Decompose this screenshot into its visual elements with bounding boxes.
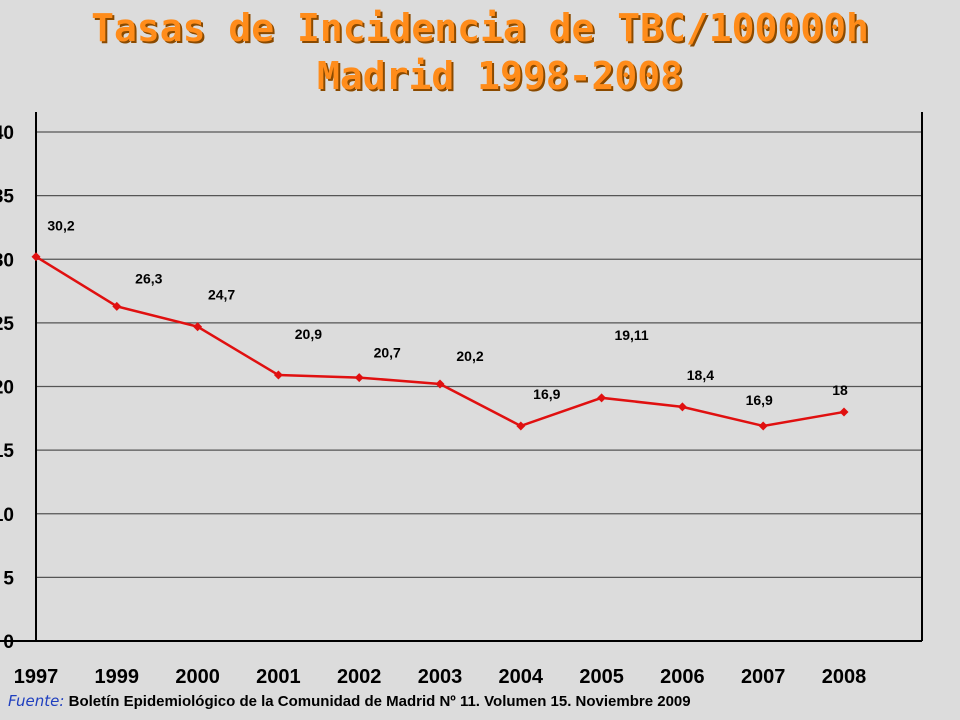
y-tick-label: 20 — [0, 378, 14, 399]
y-tick-label: 15 — [0, 441, 14, 462]
data-point — [677, 402, 687, 412]
data-point — [193, 322, 203, 332]
x-axis-ticks: 1997 1999 2000 2001 2002 2003 2004 2005 2006 2007… — [14, 666, 867, 688]
data-point — [758, 421, 768, 431]
data-label: 16,9 — [533, 386, 560, 402]
data-label: 20,2 — [456, 348, 483, 364]
series — [31, 252, 849, 431]
x-tick-label: 2008 — [822, 666, 867, 688]
line-chart: 0 5 10 15 20 25 30 35 40 1997 1999 2000 2001 2002 200… — [0, 112, 923, 688]
axes — [0, 112, 923, 642]
chart-title-line1: Tasas de Incidencia de TBC/100000h — [91, 6, 869, 50]
data-point — [354, 373, 364, 383]
x-tick-label: 2004 — [499, 666, 544, 688]
data-label: 19,11 — [614, 327, 648, 343]
data-point — [31, 252, 41, 262]
data-point — [273, 370, 283, 380]
data-label: 30,2 — [47, 218, 74, 234]
chart-title-line2: Madrid 1998-2008 — [316, 54, 684, 98]
x-tick-label: 1997 — [14, 666, 59, 688]
data-label: 18,4 — [687, 367, 714, 383]
x-tick-label: 2003 — [418, 666, 463, 688]
data-labels: 30,2 26,3 24,7 20,9 20,7 20,2 16,9 19,11 18,4 16,… — [47, 218, 848, 408]
data-label: 20,9 — [295, 326, 322, 342]
y-tick-label: 0 — [3, 632, 14, 653]
y-tick-label: 30 — [0, 250, 14, 271]
data-label: 26,3 — [135, 270, 162, 286]
chart-title: Tasas de Incidencia de TBC/100000h Madri… — [0, 4, 960, 100]
x-tick-label: 2007 — [741, 666, 786, 688]
data-label: 24,7 — [208, 287, 235, 303]
grid-lines — [36, 131, 922, 642]
source-text: Boletín Epidemiológico de la Comunidad d… — [68, 693, 691, 710]
source-note: Fuente: Boletín Epidemiológico de la Com… — [8, 692, 691, 710]
data-point — [435, 379, 445, 389]
y-tick-label: 5 — [3, 568, 14, 589]
y-tick-label: 35 — [0, 187, 14, 208]
x-tick-label: 2002 — [337, 666, 382, 688]
data-label: 20,7 — [374, 345, 401, 361]
x-tick-label: 2006 — [660, 666, 705, 688]
y-axis-ticks: 0 5 10 15 20 25 30 35 40 — [0, 123, 14, 653]
y-tick-label: 40 — [0, 123, 14, 144]
x-tick-label: 1999 — [95, 666, 140, 688]
source-label: Fuente: — [8, 692, 65, 710]
x-tick-label: 2001 — [256, 666, 301, 688]
x-tick-label: 2005 — [579, 666, 624, 688]
data-point — [597, 393, 607, 403]
data-label: 16,9 — [746, 392, 773, 408]
y-tick-label: 25 — [0, 314, 14, 335]
data-point — [516, 421, 526, 431]
y-tick-label: 10 — [0, 505, 14, 526]
data-point — [839, 407, 849, 417]
data-label: 18 — [832, 382, 848, 398]
data-point — [112, 301, 122, 311]
x-tick-label: 2000 — [175, 666, 220, 688]
